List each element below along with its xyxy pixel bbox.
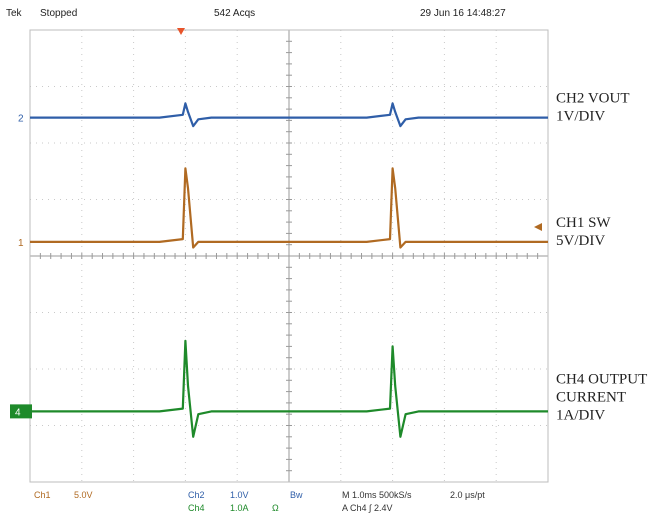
timebase-readout: M 1.0ms 500kS/s xyxy=(342,490,412,500)
ch4-annotation-line: 1A/DIV xyxy=(556,407,605,423)
ch4-scale: 1.0A xyxy=(230,503,249,513)
ch1-annotation-line: CH1 SW xyxy=(556,215,611,231)
ch1-annotation-line: 5V/DIV xyxy=(556,233,605,249)
sample-interval: 2.0 μs/pt xyxy=(450,490,485,500)
trigger-position-marker xyxy=(177,28,185,35)
ch4-impedance: Ω xyxy=(272,503,279,513)
trigger-level-marker xyxy=(534,223,542,231)
ch2-annotation-line: CH2 VOUT xyxy=(556,91,629,107)
graticule xyxy=(29,29,549,483)
acquisition-count: 542 Acqs xyxy=(214,8,255,19)
ch2-trace xyxy=(30,102,548,128)
ch4-marker-label: 4 xyxy=(15,407,21,418)
ch4-trace xyxy=(30,339,548,438)
trace-annotations: CH2 VOUT 1V/DIV CH1 SW 5V/DIV CH4 OUTPUT CURR… xyxy=(556,91,647,424)
date-time: 29 Jun 16 14:48:27 xyxy=(420,8,506,19)
ch1-label: Ch1 xyxy=(34,490,51,500)
waveform-traces xyxy=(30,102,548,438)
bandwidth-label: Bw xyxy=(290,490,303,500)
brand-label: Tek xyxy=(6,8,23,19)
ch4-annotation-line: CURRENT xyxy=(556,389,626,405)
acquisition-state: Stopped xyxy=(40,8,77,19)
ch2-label: Ch2 xyxy=(188,490,205,500)
trigger-readout: A Ch4 ∫ 2.4V xyxy=(342,503,393,513)
ch2-scale: 1.0V xyxy=(230,490,249,500)
graticule-border xyxy=(29,29,549,483)
ch4-label: Ch4 xyxy=(188,503,205,513)
ch4-annotation-line: CH4 OUTPUT xyxy=(556,371,647,387)
ch1-ground-marker: 1 xyxy=(18,238,24,249)
ch1-scale: 5.0V xyxy=(74,490,93,500)
ch1-trace xyxy=(30,167,548,249)
ch2-annotation-line: 1V/DIV xyxy=(556,109,605,125)
ch4-ground-marker xyxy=(10,404,32,419)
ch2-ground-marker: 2 xyxy=(18,114,24,125)
channel-markers: 2 1 4 xyxy=(10,114,32,419)
